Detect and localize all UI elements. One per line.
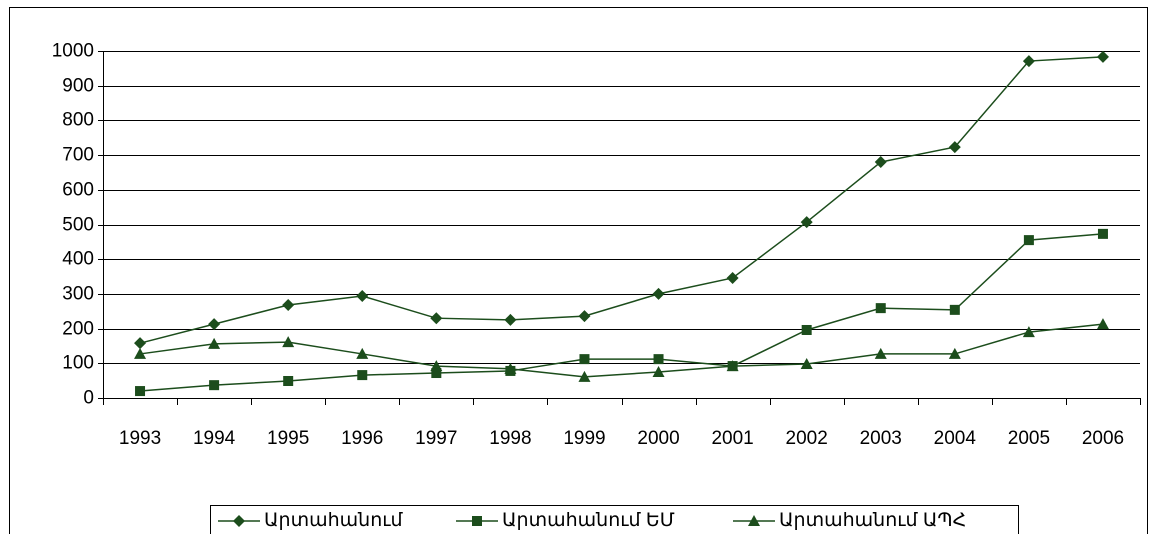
x-tick-label: 2001	[711, 428, 753, 449]
legend-box	[210, 505, 1019, 534]
marker	[1096, 50, 1109, 63]
series-line	[139, 233, 1104, 392]
marker	[948, 141, 961, 154]
x-tick-label: 2005	[1008, 428, 1050, 449]
marker	[800, 357, 813, 369]
y-tick-label: 1000	[52, 41, 94, 62]
marker	[875, 303, 886, 314]
marker	[578, 370, 591, 382]
marker	[356, 347, 369, 359]
x-tick-label: 2006	[1082, 428, 1124, 449]
marker	[134, 337, 147, 350]
legend-label: Արտահանում ԱՊՀ	[779, 510, 966, 531]
y-tick-label: 0	[83, 388, 94, 409]
y-tick-label: 500	[62, 215, 94, 236]
marker	[1022, 55, 1035, 68]
marker	[1023, 235, 1034, 246]
x-tick-label: 1993	[119, 428, 161, 449]
y-tick-label: 300	[62, 284, 94, 305]
marker	[1096, 318, 1109, 330]
legend-label: Արտահանում	[264, 510, 403, 531]
marker	[357, 370, 368, 381]
marker	[652, 287, 665, 300]
marker	[430, 360, 443, 372]
marker	[726, 360, 739, 372]
marker	[874, 347, 887, 359]
marker	[579, 354, 590, 365]
x-tick-label: 2003	[860, 428, 902, 449]
legend-marker	[472, 516, 482, 526]
marker	[282, 336, 295, 348]
marker	[208, 337, 221, 349]
marker	[134, 347, 147, 359]
series-line	[139, 323, 1104, 378]
marker	[356, 289, 369, 302]
marker	[948, 347, 961, 359]
marker	[504, 362, 517, 374]
x-tick-label: 1997	[415, 428, 457, 449]
marker	[726, 271, 739, 284]
marker	[504, 313, 517, 326]
legend-label: Արտահանում ԵՄ	[502, 510, 675, 531]
x-tick-label: 1996	[341, 428, 383, 449]
x-tick-label: 1999	[563, 428, 605, 449]
marker	[652, 365, 665, 377]
x-tick-label: 2004	[934, 428, 977, 449]
marker	[1097, 228, 1108, 239]
marker	[208, 318, 221, 331]
y-tick-label: 900	[62, 76, 94, 97]
marker	[1022, 326, 1035, 338]
x-tick-label: 2002	[786, 428, 828, 449]
marker	[430, 312, 443, 325]
y-tick-label: 200	[62, 319, 94, 340]
marker	[653, 354, 664, 365]
y-tick-label: 400	[62, 249, 94, 270]
x-tick-label: 2000	[637, 428, 679, 449]
series-line	[139, 56, 1104, 344]
y-tick-label: 100	[62, 353, 94, 374]
marker	[135, 386, 146, 397]
marker	[578, 310, 591, 323]
marker	[874, 156, 887, 169]
legend-marker	[233, 515, 245, 527]
x-tick-label: 1994	[193, 428, 236, 449]
marker	[431, 368, 442, 379]
marker	[283, 375, 294, 386]
marker	[282, 299, 295, 312]
x-tick-label: 1998	[489, 428, 531, 449]
marker	[949, 304, 960, 315]
legend-marker	[748, 515, 760, 526]
y-tick-label: 600	[62, 180, 94, 201]
y-tick-label: 700	[62, 145, 94, 166]
marker	[801, 324, 812, 335]
chart-border	[9, 7, 1148, 534]
x-tick-label: 1995	[267, 428, 309, 449]
y-tick-label: 800	[62, 110, 94, 131]
marker	[800, 216, 813, 229]
marker	[209, 380, 220, 391]
